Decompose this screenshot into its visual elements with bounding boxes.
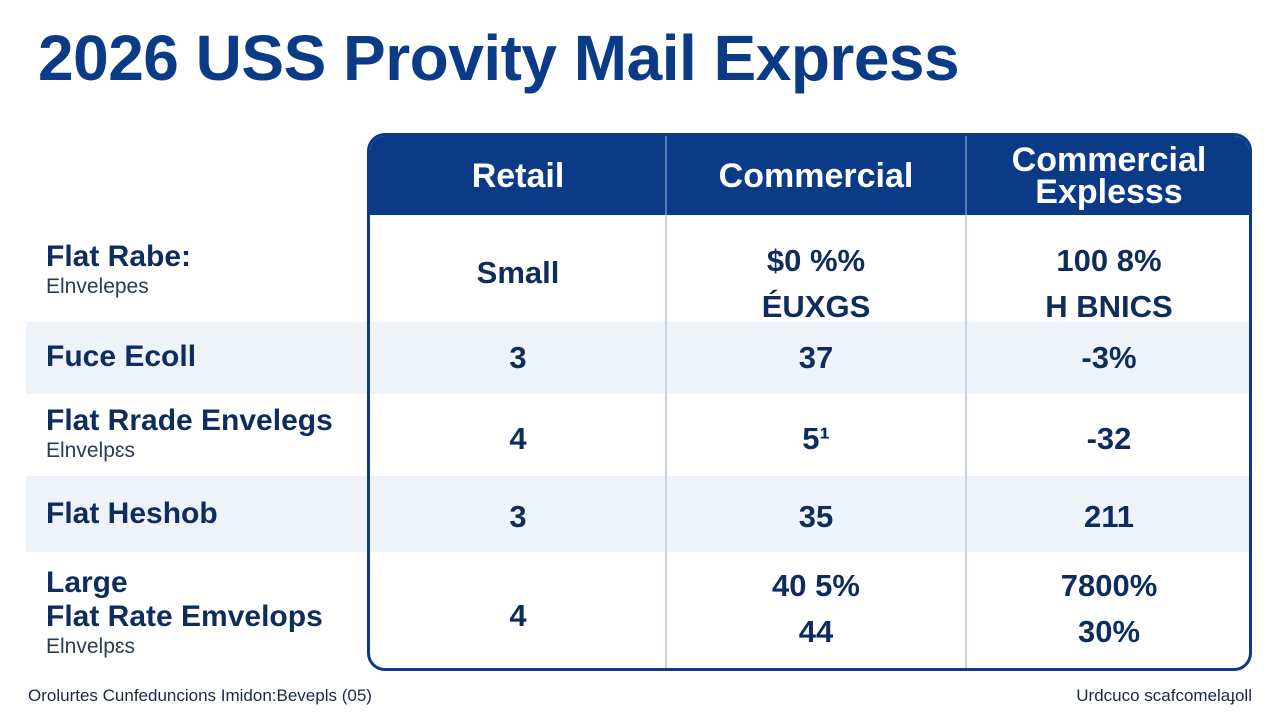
row-label-flat-rrade: Flat Rrade Envelegs Elnvelpɛs (46, 404, 333, 464)
row-label-flat-heshob: Flat Heshob (46, 497, 218, 531)
row-label-sub: Elnvelepes (46, 275, 149, 298)
column-header-commercial-express: Commercial Explesss (1011, 140, 1207, 211)
table-cell: 4 (509, 421, 527, 456)
row-label-fuce-ecoll: Fuce Ecoll (46, 340, 196, 374)
column-divider (965, 136, 967, 668)
table-cell: Small (476, 255, 560, 290)
row-label-main: Fuce Ecoll (46, 340, 197, 373)
table-cell: 40 5% 44 (772, 568, 860, 649)
column-header-retail: Retail (471, 156, 565, 195)
row-label-main: Flat Heshob (46, 497, 218, 530)
table-cell: 35 (798, 499, 834, 534)
table-cell: -32 (1086, 421, 1132, 456)
table-cell: 211 (1083, 499, 1134, 534)
table-cell: 3 (509, 340, 527, 375)
row-label-flat-rate: Flat Rabe: Elnvelepes (46, 240, 191, 300)
row-label-main: Flat Rrade Envelegs (46, 404, 333, 437)
row-label-sub: Elnvelpɛs (46, 635, 136, 658)
row-band-highlight (26, 476, 1252, 552)
footer-note-left: Orolurtes Cunfeduncions Imidon:Bevepls (… (28, 686, 372, 705)
table-header (370, 136, 1249, 215)
table-cell: 4 (509, 598, 527, 633)
table-cell: 3 (509, 499, 527, 534)
column-divider (665, 136, 667, 668)
table-cell: 5¹ (802, 421, 830, 456)
column-divider (965, 136, 967, 215)
table-cell: $0 %% ÉUXGS (761, 243, 871, 324)
page-title: 2026 USS Provity Mail Express (38, 22, 960, 94)
table-cell: 100 8% H BNICS (1045, 243, 1173, 324)
rate-table: Retail Commercial Commercial Explesss Sm… (367, 133, 1252, 671)
row-label-main-2: Flat Rate Emvelops (46, 600, 323, 633)
row-label-sub: Elnvelpɛs (46, 439, 136, 462)
row-label-large: Large Flat Rate Emvelops Elnvelpɛs (46, 566, 323, 660)
footer-note-right: Urdcuco scafcomelaɟoll (1076, 686, 1252, 705)
row-label-main: Flat Rabe: (46, 240, 192, 273)
table-cell: 37 (798, 340, 834, 375)
row-label-main: Large (46, 566, 128, 599)
column-header-commercial: Commercial (718, 156, 914, 195)
row-band-highlight (26, 322, 1252, 394)
column-divider (665, 136, 667, 215)
table-cell: 7800% 30% (1060, 568, 1158, 649)
table-cell: -3% (1081, 340, 1137, 375)
